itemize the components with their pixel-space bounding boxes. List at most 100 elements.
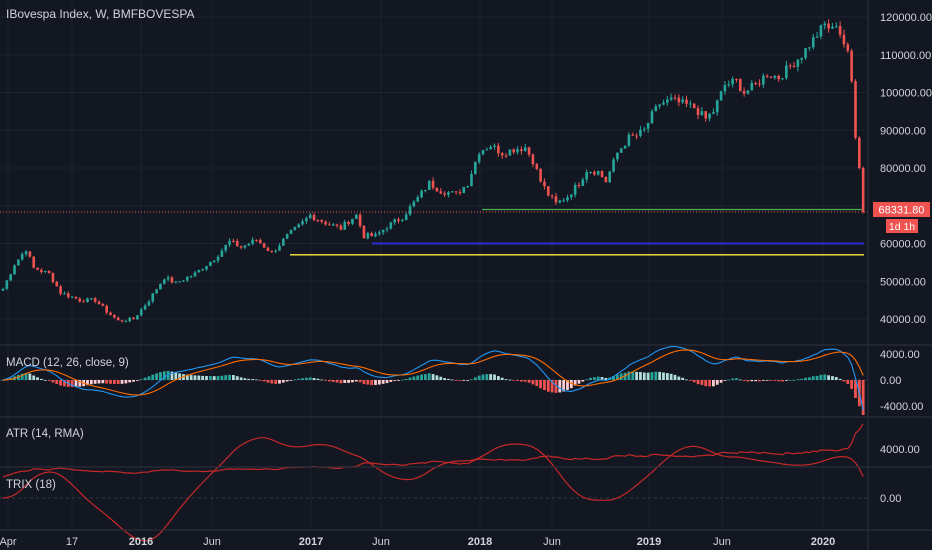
macd-histogram-bar (89, 380, 93, 385)
candle-body (305, 218, 308, 222)
macd-histogram-bar (512, 380, 516, 381)
macd-histogram-bar (439, 376, 443, 380)
candle-body (308, 214, 312, 219)
macd-histogram-bar (289, 380, 293, 381)
candle-body (385, 228, 389, 230)
macd-histogram-bar (86, 380, 89, 386)
macd-histogram-bar (316, 378, 320, 380)
price-axis[interactable]: 120000.00 110000.00 100000.00 90000.00 80000… (880, 12, 932, 505)
macd-histogram-bar (685, 379, 688, 381)
candle-body (846, 44, 850, 51)
candle-body (416, 197, 420, 202)
macd-histogram-bar (642, 372, 646, 380)
macd-histogram-bar (677, 376, 681, 380)
macd-histogram-bar (151, 374, 155, 380)
macd-histogram-bar (178, 373, 182, 380)
candle-body (278, 245, 281, 251)
candle-body (785, 65, 788, 79)
macd-histogram-bar (811, 376, 815, 380)
macd-histogram-bar (654, 371, 658, 380)
time-tick-label: Jun (372, 536, 390, 548)
candle-body (458, 192, 462, 194)
macd-histogram-bar (650, 372, 654, 380)
candle-body (512, 149, 516, 153)
candle-body (435, 187, 439, 192)
macd-histogram-bar (170, 371, 174, 380)
candle-body (838, 26, 842, 35)
macd-histogram-bar (270, 380, 274, 384)
candle-body (723, 84, 727, 92)
macd-histogram-bar (404, 378, 408, 380)
candle-body (585, 172, 588, 180)
candle-body (788, 65, 792, 67)
candle-body (354, 214, 358, 219)
candle-body (562, 200, 565, 202)
candle-body (581, 179, 585, 186)
macd-histogram-bar (40, 378, 43, 380)
candle-body (639, 129, 642, 136)
macd-histogram-bar (850, 380, 854, 389)
macd-histogram-bar (32, 375, 36, 380)
candle-body (232, 240, 235, 242)
candle-body (823, 23, 827, 26)
macd-line (2, 345, 864, 411)
macd-histogram-bar (481, 374, 485, 380)
candle-body (143, 305, 147, 310)
candle-body (600, 171, 604, 177)
macd-histogram-bar (93, 380, 97, 384)
candle-body (370, 233, 373, 237)
macd-histogram-bar (1, 380, 5, 381)
candle-body (596, 171, 600, 175)
macd-histogram-bar (842, 380, 846, 382)
candle-body (266, 247, 270, 252)
candle-body (427, 180, 431, 190)
candle-body (854, 81, 857, 138)
candle-body (412, 201, 416, 207)
candle-body (504, 155, 508, 157)
candle-body (523, 147, 527, 151)
macd-histogram-bar (554, 380, 558, 393)
time-axis[interactable]: Apr 17 2016 Jun 2017 Jun 2018 Jun 2019 Jun 2020 (0, 536, 835, 548)
candle-body (116, 317, 120, 321)
macd-histogram-bar (201, 375, 205, 380)
candle-body (673, 97, 677, 99)
candle-body (393, 219, 396, 223)
candle-body (186, 276, 189, 281)
candle-body (201, 269, 204, 271)
candle-body (324, 221, 327, 225)
macd-histogram-bar (696, 380, 700, 385)
candle-body (235, 241, 239, 247)
candle-body (320, 220, 324, 222)
macd-histogram-bar (831, 376, 834, 380)
macd-histogram-bar (412, 376, 416, 380)
candle-body (566, 197, 569, 201)
price-tick-label: 100000.00 (880, 88, 932, 100)
candle-body (543, 181, 546, 187)
candle-body (481, 150, 485, 155)
macd-histogram-bar (473, 377, 477, 380)
macd-histogram-bar (589, 377, 592, 380)
candle-body (477, 154, 481, 162)
candle-body (70, 296, 74, 298)
macd-histogram-bar (208, 375, 212, 380)
candle-body (178, 281, 181, 283)
macd-histogram-bar (285, 380, 289, 382)
candle-body (120, 320, 124, 322)
macd-histogram-bar (362, 380, 366, 385)
candle-body (358, 214, 362, 226)
macd-histogram-bar (735, 378, 738, 380)
candle-body (658, 104, 661, 107)
macd-histogram-bar (781, 380, 784, 382)
macd-histogram-bar (765, 380, 769, 381)
candle-body (719, 91, 723, 101)
candle-body (819, 25, 823, 37)
macd-histogram-bar (258, 380, 262, 381)
macd-histogram-bar (124, 380, 128, 384)
candle-body (47, 270, 51, 273)
candle-body (769, 76, 773, 78)
time-tick-label: 2020 (811, 536, 835, 548)
macd-histogram-bar (573, 380, 577, 386)
time-tick-label: Jun (713, 536, 731, 548)
candle-body (20, 254, 24, 260)
